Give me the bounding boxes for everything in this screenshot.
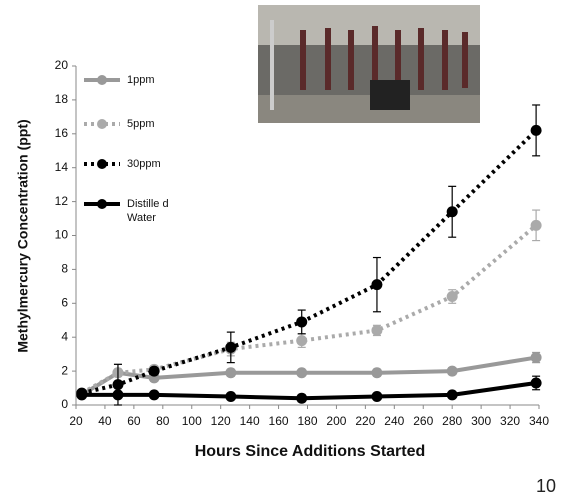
series-line [80,355,537,397]
y-tick-label: 2 [61,363,68,377]
x-tick-label: 260 [413,414,433,428]
point [371,391,383,403]
x-tick-label: 80 [156,414,170,428]
legend-marker [97,159,107,169]
point [371,279,383,291]
point [296,316,308,328]
x-tick-label: 100 [182,414,202,428]
y-tick-label: 0 [61,397,68,411]
point [148,365,160,377]
point [371,367,383,379]
x-tick-label: 20 [69,414,83,428]
point [446,389,458,401]
x-tick-label: 300 [471,414,491,428]
series-line [80,223,538,395]
x-tick-label: 140 [240,414,260,428]
legend-marker [97,119,107,129]
legend-label: 30ppm [127,158,161,170]
point [446,206,458,218]
point [225,391,237,403]
y-tick-label: 10 [55,228,69,242]
x-tick-label: 240 [384,414,404,428]
point [530,124,542,136]
point [225,367,237,379]
x-tick-label: 180 [297,414,317,428]
series-line [81,128,538,396]
point [296,367,308,379]
legend-marker [97,75,107,85]
legend-marker [97,199,107,209]
legend-label: 1ppm [127,74,155,86]
x-tick-label: 160 [269,414,289,428]
point [112,389,124,401]
y-axis-title: Methylmercury Concentration (ppt) [15,119,31,352]
y-tick-label: 20 [55,58,69,72]
page-number: 10 [536,476,557,496]
point [530,219,542,231]
photo [258,5,480,123]
series-line [81,380,537,401]
y-tick-label: 4 [61,329,68,343]
x-tick-label: 320 [500,414,520,428]
point [371,324,383,336]
y-tick-label: 18 [55,92,69,106]
point [296,392,308,404]
point [148,389,160,401]
point [446,365,458,377]
y-tick-label: 8 [61,262,68,276]
point [446,291,458,303]
x-tick-label: 340 [529,414,549,428]
x-tick-label: 220 [355,414,375,428]
point [225,341,237,353]
legend-label: 5ppm [127,118,155,130]
x-tick-label: 280 [442,414,462,428]
y-tick-label: 16 [55,126,69,140]
point [112,379,124,391]
x-tick-label: 60 [127,414,141,428]
legend-label: Distille d Water [127,198,169,224]
y-tick-label: 14 [55,160,69,174]
x-tick-label: 200 [326,414,346,428]
point [76,389,88,401]
point [530,377,542,389]
x-tick-label: 40 [98,414,112,428]
point [530,352,542,364]
x-axis-title: Hours Since Additions Started [195,443,426,460]
y-tick-label: 12 [55,194,69,208]
point [296,335,308,347]
x-tick-label: 120 [211,414,231,428]
y-tick-label: 6 [61,295,68,309]
